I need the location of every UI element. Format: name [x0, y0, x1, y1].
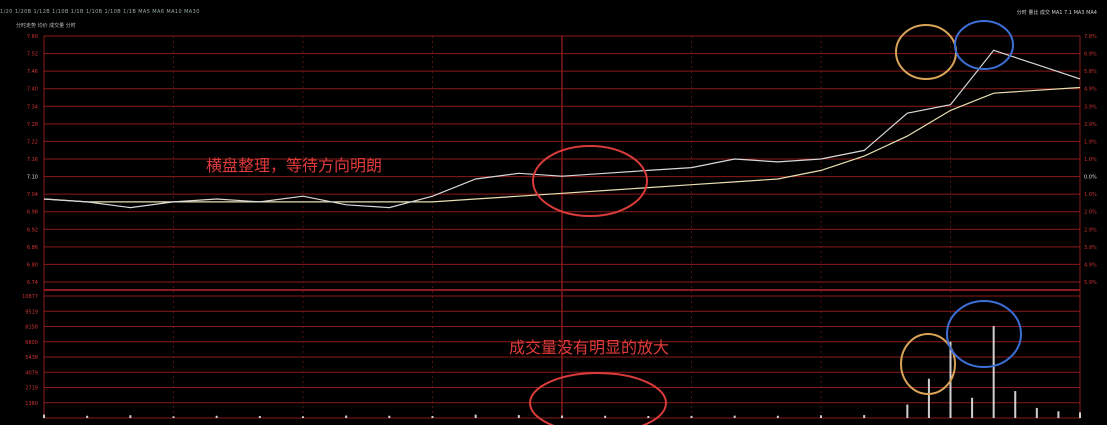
volume-bar [927, 378, 930, 418]
volume-tick-label: 2719 [25, 386, 38, 392]
percent-tick-label: 2.0% [1084, 210, 1097, 216]
percent-tick-label: 1.9% [1084, 139, 1097, 145]
volume-bar [863, 415, 866, 418]
percent-tick-label: 1.0% [1084, 192, 1097, 198]
price-tick-label: 7.46 [27, 69, 38, 75]
volume-bar [172, 416, 175, 418]
percent-tick-label: 1.0% [1084, 157, 1097, 163]
volume-bar [1057, 411, 1060, 418]
chart-subtitle-row: 分时走势 均价 成交量 分时 [16, 23, 76, 29]
volume-bar [971, 397, 974, 418]
percent-tick-label: 5.9% [1084, 280, 1097, 286]
volume-bar [992, 326, 995, 418]
volume-tick-label: 1360 [25, 401, 38, 407]
volume-bar [86, 415, 89, 418]
volume-tick-label: 8158 [25, 325, 38, 331]
percent-tick-label: 0.0% [1084, 175, 1097, 181]
price-annotation: 横盘整理，等待方向明朗 [206, 156, 383, 175]
highlight-circle-volume [529, 372, 667, 425]
grid-lines [43, 35, 1081, 419]
percent-tick-label: 6.9% [1084, 52, 1097, 58]
volume-annotation: 成交量没有明显的放大 [509, 338, 670, 357]
toolbar-tabs-text[interactable]: 分时 量比 成交 MA1 7.1 MA3 MA4 [1016, 10, 1097, 16]
volume-bar [690, 415, 693, 418]
price-tick-label: 6.80 [27, 262, 38, 268]
volume-bar [820, 415, 822, 418]
volume-bar [604, 415, 607, 418]
volume-bar [517, 415, 520, 418]
volume-bar [388, 415, 391, 418]
percent-tick-label: 5.8% [1084, 69, 1097, 75]
top-toolbar: 1/20 1/20B 1/12B 1/10B 1/1B 1/10B 1/10B … [0, 0, 1107, 22]
price-tick-label: 6.86 [27, 245, 38, 251]
price-tick-label: 7.40 [27, 87, 38, 93]
volume-tick-label: 5438 [25, 355, 38, 361]
volume-bar [1035, 407, 1038, 418]
highlight-circle-breakout [532, 145, 648, 217]
price-axis-labels: 7.60 7.52 7.46 7.40 7.34 7.28 7.22 7.16 7.10 7.04… [27, 34, 38, 286]
volume-bar [647, 415, 650, 418]
percent-tick-label: 2.9% [1084, 122, 1097, 128]
price-tick-label: 6.92 [27, 227, 38, 233]
highlight-circle-volume-orange [900, 333, 956, 395]
price-tick-label: 7.34 [27, 104, 38, 110]
percent-axis-labels: 7.8% 6.9% 5.8% 4.9% 3.9% 2.9% 1.9% 1.0% 0.0% 1.0%… [1084, 34, 1097, 286]
volume-bar [345, 415, 348, 418]
percent-tick-label: 4.9% [1084, 262, 1097, 268]
toolbar-menu-text[interactable]: 1/20 1/20B 1/12B 1/10B 1/1B 1/10B 1/10B … [0, 9, 200, 15]
volume-bar [258, 415, 261, 418]
highlight-circle-peak-blue [954, 20, 1014, 70]
highlight-circle-volume-blue [946, 300, 1022, 368]
volume-bar [561, 415, 563, 418]
volume-tick-label: 4079 [25, 370, 38, 376]
volume-bar [215, 415, 218, 418]
price-tick-label: 6.74 [27, 280, 38, 286]
volume-bar [906, 404, 909, 418]
price-tick-label: 6.98 [27, 210, 38, 216]
volume-bar [1014, 391, 1017, 418]
volume-bar [431, 415, 434, 418]
volume-bar [129, 415, 132, 418]
percent-tick-label: 3.9% [1084, 245, 1097, 251]
price-tick-label: 7.10 [27, 175, 38, 181]
price-tick-label: 7.04 [27, 192, 38, 198]
volume-bar [474, 414, 477, 418]
price-tick-label: 7.60 [27, 34, 38, 40]
percent-tick-label: 3.9% [1084, 104, 1097, 110]
price-tick-label: 7.28 [27, 122, 38, 128]
price-tick-label: 7.22 [27, 139, 38, 145]
volume-bar [733, 415, 736, 418]
percent-tick-label: 2.9% [1084, 227, 1097, 233]
average-price-line [43, 86, 1081, 203]
price-tick-label: 7.52 [27, 52, 38, 58]
percent-tick-label: 7.8% [1084, 34, 1097, 40]
volume-axis-labels: 10877 9519 8158 6800 5438 4079 2719 1360 [22, 294, 38, 407]
volume-tick-label: 6800 [25, 340, 38, 346]
volume-bar [776, 415, 779, 418]
percent-tick-label: 4.9% [1084, 87, 1097, 93]
volume-bar [43, 414, 45, 418]
price-tick-label: 7.16 [27, 157, 38, 163]
volume-bar [302, 416, 304, 418]
price-line [43, 49, 1081, 209]
volume-tick-label: 9519 [25, 309, 38, 315]
volume-tick-label: 10877 [22, 294, 38, 300]
volume-bar [1079, 412, 1081, 418]
